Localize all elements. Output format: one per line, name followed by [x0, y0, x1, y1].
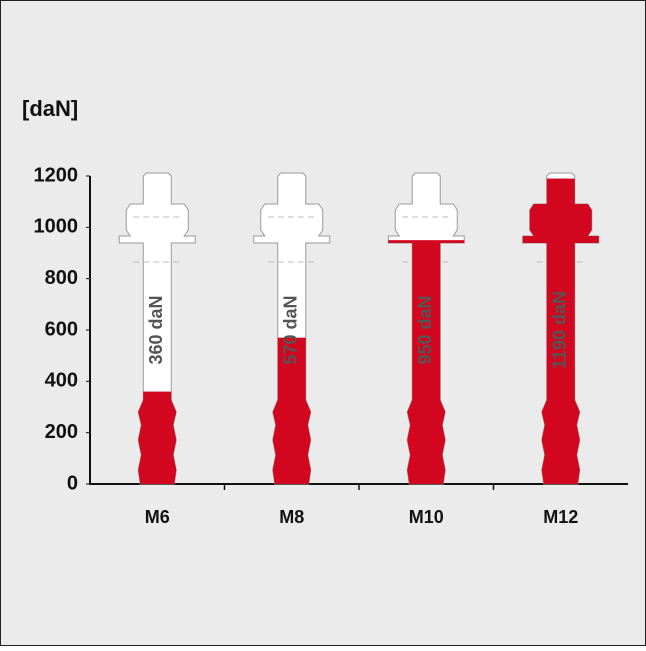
x-tick-label: M6 [145, 507, 170, 527]
y-tick-label: 200 [45, 421, 78, 443]
y-tick-label: 1200 [34, 164, 79, 186]
x-tick-label: M10 [409, 507, 444, 527]
value-label: 950 daN [415, 295, 435, 364]
value-label: 1190 daN [550, 291, 570, 369]
y-tick-label: 400 [45, 370, 78, 392]
x-tick-label: M8 [279, 507, 304, 527]
y-tick-label: 0 [67, 472, 78, 494]
x-tick-label: M12 [543, 507, 578, 527]
y-tick-label: 600 [45, 318, 78, 340]
y-tick-label: 800 [45, 267, 78, 289]
value-label: 570 daN [281, 295, 301, 364]
y-tick-label: 1000 [34, 216, 79, 238]
value-label: 360 daN [146, 295, 166, 364]
y-axis-label: [daN] [22, 96, 78, 121]
